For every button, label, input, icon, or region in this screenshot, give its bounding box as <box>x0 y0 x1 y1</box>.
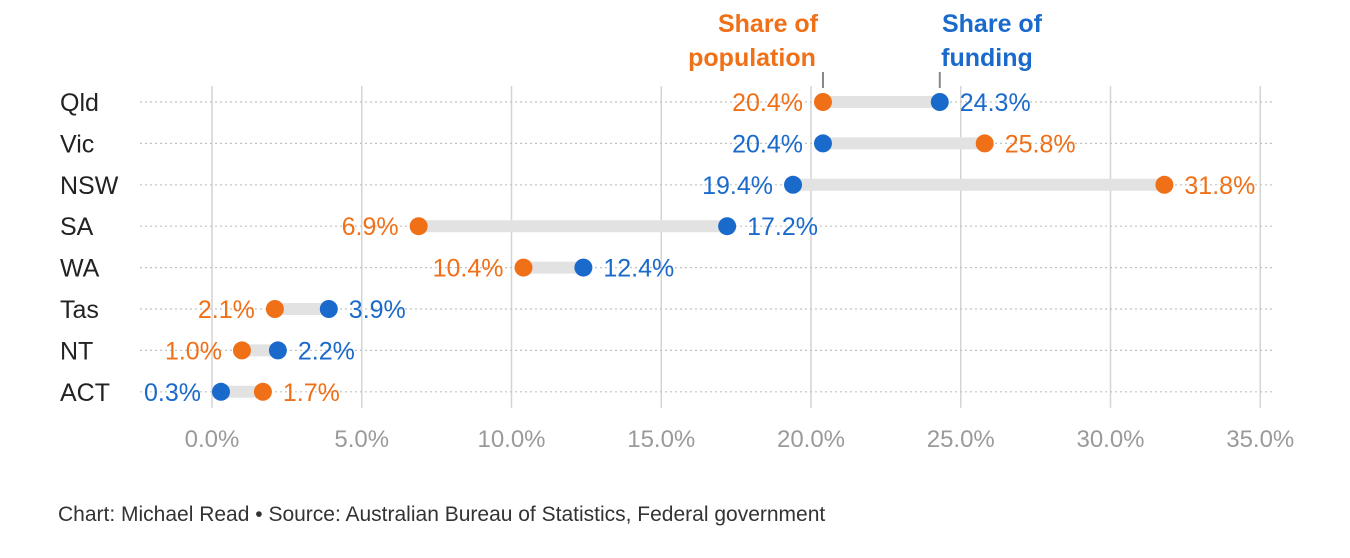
population-dot <box>813 93 832 111</box>
legend-population-line-1: Share of <box>718 10 819 38</box>
legend: Share of population Share of funding <box>688 10 1043 88</box>
funding-dot <box>574 258 593 277</box>
x-tick-label: 25.0% <box>927 426 995 453</box>
population-dot <box>514 258 533 277</box>
funding-value-label: 3.9% <box>349 296 406 324</box>
population-value-label: 20.4% <box>732 89 803 117</box>
funding-dot <box>784 175 803 194</box>
funding-dot <box>319 300 338 318</box>
funding-dot <box>268 341 287 360</box>
population-value-label: 25.8% <box>1005 130 1076 158</box>
x-tick-label: 0.0% <box>185 426 240 453</box>
x-tick-label: 30.0% <box>1076 426 1144 453</box>
value-labels: 20.4% 24.3% 25.8% 20.4% 31.8% 19.4% 6.9% 17.2% 1… <box>144 89 1255 407</box>
population-value-label: 6.9% <box>342 213 399 241</box>
funding-dot <box>813 134 832 153</box>
x-axis-tick-labels: 0.0% 5.0% 10.0% 15.0% 20.0% 25.0% 30.0% 35.0% <box>185 426 1295 453</box>
population-value-label: 1.0% <box>165 337 222 365</box>
funding-value-label: 0.3% <box>144 379 201 407</box>
data-points <box>211 93 1174 401</box>
x-tick-label: 15.0% <box>627 426 695 453</box>
population-dot <box>232 341 251 360</box>
funding-dot <box>930 93 949 111</box>
category-label: SA <box>60 213 94 241</box>
population-value-label: 1.7% <box>283 379 340 407</box>
funding-value-label: 2.2% <box>298 337 355 365</box>
population-value-label: 10.4% <box>433 255 504 283</box>
category-label: Tas <box>60 296 99 324</box>
x-tick-label: 5.0% <box>334 426 389 453</box>
funding-value-label: 19.4% <box>702 172 773 200</box>
funding-value-label: 12.4% <box>603 255 674 283</box>
population-dot <box>253 382 272 401</box>
category-label: NSW <box>60 172 119 200</box>
population-value-label: 31.8% <box>1184 172 1255 200</box>
category-label: Qld <box>60 89 99 117</box>
funding-value-label: 17.2% <box>747 213 818 241</box>
dumbbell-chart: 20.4% 24.3% 25.8% 20.4% 31.8% 19.4% 6.9% 17.2% 1… <box>60 10 1295 453</box>
funding-value-label: 20.4% <box>732 130 803 158</box>
population-dot <box>1155 175 1174 194</box>
category-label: ACT <box>60 379 110 407</box>
legend-population-line-2: population <box>688 44 816 72</box>
x-tick-label: 35.0% <box>1226 426 1294 453</box>
x-tick-label: 10.0% <box>477 426 545 453</box>
population-value-label: 2.1% <box>198 296 255 324</box>
legend-funding-line-2: funding <box>941 44 1033 72</box>
population-dot <box>409 217 428 236</box>
category-label: Vic <box>60 130 94 158</box>
funding-dot <box>211 382 230 401</box>
chart-source-footer: Chart: Michael Read • Source: Australian… <box>58 503 826 526</box>
category-label: WA <box>60 255 100 283</box>
funding-dot <box>718 217 737 236</box>
funding-value-label: 24.3% <box>960 89 1031 117</box>
legend-funding-line-1: Share of <box>942 10 1043 38</box>
population-dot <box>265 300 284 318</box>
x-tick-label: 20.0% <box>777 426 845 453</box>
category-labels: Qld Vic NSW SA WA Tas NT ACT <box>60 89 119 407</box>
category-label: NT <box>60 337 93 365</box>
population-dot <box>975 134 994 153</box>
